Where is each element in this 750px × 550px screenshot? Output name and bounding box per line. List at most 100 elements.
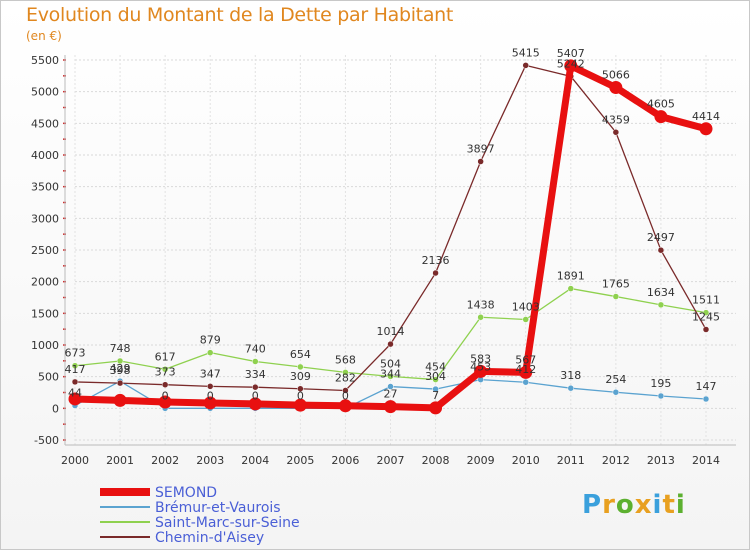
data-point [612,293,620,300]
x-tick-label: 2006 [331,454,359,467]
data-point [387,383,394,390]
logo-letter: i [652,490,663,520]
label-layer: 27 7 583 567 5407 5066 4605 4414 44 429 0 0 0 0 0 344 30… [65,46,721,402]
proxiti-logo: Proxiti [582,490,686,520]
x-tick-label: 2010 [512,454,540,467]
data-label: 1245 [692,310,720,323]
data-point [657,301,665,309]
x-tick-label: 2001 [106,454,134,467]
x-tick-label: 2007 [377,454,405,467]
data-point [522,62,529,69]
data-point [702,395,710,403]
x-tick-label: 2014 [692,454,720,467]
data-point [432,269,439,277]
y-tick-label: 4000 [31,149,59,162]
y-tick-label: 3500 [31,181,59,194]
data-point [702,309,710,316]
x-tick-label: 2011 [557,454,585,467]
data-label: 344 [380,368,401,381]
data-label: 282 [335,371,356,384]
axis-layer: -500 0 500 1000 1500 2000 2500 3000 3500 4000 4500… [31,54,736,467]
data-point [293,398,307,412]
logo-letter: t [662,490,676,520]
data-label: 412 [515,363,536,376]
y-tick-label: 1000 [31,339,59,352]
data-label: 1765 [602,278,630,291]
data-label: 4359 [602,113,630,126]
data-label: 0 [207,389,214,402]
data-label: 7 [432,389,439,402]
y-tick-label: 2000 [31,276,59,289]
data-point [342,387,349,394]
data-point [387,373,394,380]
legend-label: SEMOND [155,485,217,501]
data-point [429,401,443,415]
data-label: 879 [200,334,221,347]
data-label: 254 [605,373,626,386]
data-label: 1891 [557,270,585,283]
data-label: 504 [380,357,401,370]
data-label: 195 [650,377,671,390]
data-label: 617 [155,350,176,363]
data-point [654,110,668,124]
x-tick-label: 2003 [196,454,224,467]
data-label: 1511 [692,294,720,307]
data-point [297,385,304,393]
data-point [206,383,214,390]
data-point [161,366,169,373]
data-label: 583 [470,352,491,365]
y-tick-label: 3000 [31,212,59,225]
data-label: 373 [155,366,176,379]
data-label: 309 [290,370,311,383]
chart-subtitle: (en €) [26,29,62,43]
data-label: 568 [335,353,356,366]
data-label: 673 [65,347,86,360]
data-point [564,59,578,73]
data-point [702,326,710,333]
legend: SEMONDBrémur-et-VauroisSaint-Marc-sur-Se… [100,485,300,546]
data-point [252,383,259,391]
data-label: 44 [68,387,82,400]
x-tick-label: 2009 [467,454,495,467]
data-label: 417 [65,363,86,376]
data-point [342,369,349,376]
data-point [206,349,214,356]
y-tick-label: 1500 [31,307,59,320]
y-tick-label: 4500 [31,117,59,130]
y-tick-label: 0 [52,402,59,415]
y-tick-label: -500 [34,434,59,447]
y-tick-label: 500 [38,371,59,384]
data-point [432,385,439,393]
data-label: 27 [384,388,398,401]
y-tick-label: 5000 [31,86,59,99]
data-label: 429 [110,362,131,375]
logo-letter: o [615,490,635,520]
legend-label: Saint-Marc-sur-Seine [155,515,300,531]
chart-title: Evolution du Montant de la Dette par Hab… [26,4,454,26]
x-tick-label: 2012 [602,454,630,467]
data-label: 1634 [647,286,675,299]
data-label: 1014 [377,325,405,338]
data-point [161,381,169,388]
data-label: 347 [200,367,221,380]
x-tick-label: 2013 [647,454,675,467]
data-point [71,378,79,386]
data-label: 334 [245,368,266,381]
data-point [116,357,124,365]
data-point [68,392,82,406]
data-label: 2136 [422,254,450,267]
data-point [338,399,352,413]
data-point [387,340,394,348]
data-point [297,363,304,371]
data-label: 0 [252,389,259,402]
data-point [203,396,217,410]
data-point [432,376,439,383]
data-point [612,388,620,396]
data-label: 147 [696,380,717,393]
data-label: 2497 [647,231,675,244]
data-label: 4605 [647,98,675,111]
x-tick-label: 2005 [286,454,314,467]
data-label: 3897 [467,143,495,156]
data-point [657,246,665,254]
